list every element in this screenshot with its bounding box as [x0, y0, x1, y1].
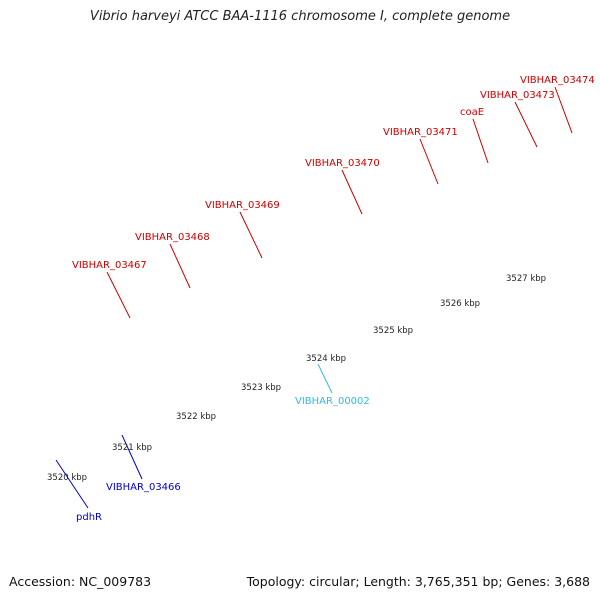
gene-label: VIBHAR_03471 — [383, 127, 458, 138]
scale-label: 3527 kbp — [506, 274, 546, 284]
scale-label: 3522 kbp — [176, 412, 216, 422]
label-leader-lines — [55, 86, 573, 509]
leader-line — [341, 169, 363, 215]
topology-summary: Topology: circular; Length: 3,765,351 bp… — [246, 574, 590, 589]
leader-line — [472, 118, 489, 164]
scale-label: 3521 kbp — [112, 443, 152, 453]
leader-line — [239, 211, 263, 259]
leader-line — [554, 86, 573, 134]
gene-labels: 3520 kbp 3521 kbp 3522 kbp 3523 kbp 3524 kbp… — [47, 75, 595, 523]
leader-line — [121, 434, 143, 480]
map-title: Vibrio harveyi ATCC BAA-1116 chromosome … — [89, 9, 511, 24]
leader-line — [317, 363, 333, 394]
leader-line — [169, 243, 191, 289]
leader-line — [514, 101, 538, 148]
gene-label: VIBHAR_03468 — [135, 232, 210, 243]
leader-line — [55, 459, 89, 509]
leader-line — [419, 138, 439, 185]
scale-label: 3526 kbp — [440, 299, 480, 309]
gene-label: VIBHAR_03470 — [305, 158, 380, 169]
gene-label: pdhR — [76, 512, 102, 523]
scale-label: 3523 kbp — [241, 383, 281, 393]
gene-label: VIBHAR_03473 — [480, 90, 555, 101]
accession-text: Accession: NC_009783 — [9, 574, 152, 589]
scale-label: 3520 kbp — [47, 473, 87, 483]
gene-label: coaE — [460, 107, 484, 118]
scale-label: 3524 kbp — [306, 354, 346, 364]
gene-label: VIBHAR_03466 — [106, 482, 181, 493]
gene-label: VIBHAR_03467 — [72, 260, 147, 271]
gene-label: VIBHAR_00002 — [295, 396, 370, 407]
leader-line — [106, 271, 131, 319]
gene-label: VIBHAR_03474 — [520, 75, 595, 86]
scale-label: 3525 kbp — [373, 326, 413, 336]
gene-label: VIBHAR_03469 — [205, 200, 280, 211]
